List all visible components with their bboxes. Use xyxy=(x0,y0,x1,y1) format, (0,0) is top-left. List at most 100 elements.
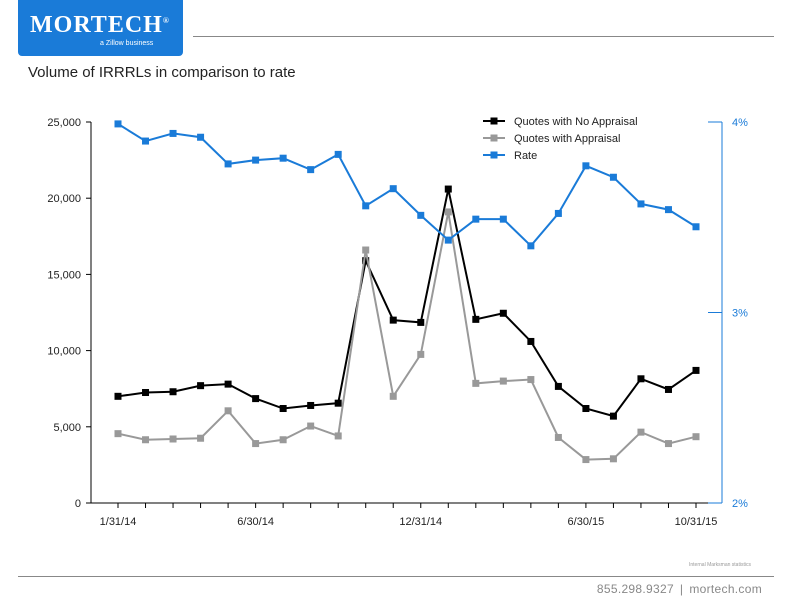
data-point-rate xyxy=(169,129,177,137)
data-point-quotes-with-appraisal xyxy=(472,379,480,387)
data-point-quotes-with-appraisal xyxy=(334,432,342,440)
x-tick-label: 6/30/15 xyxy=(568,516,605,528)
y-right-tick-label: 3% xyxy=(732,308,748,320)
data-point-quotes-with-no-appraisal xyxy=(197,382,205,390)
data-point-quotes-with-appraisal xyxy=(389,392,397,400)
series-line-rate xyxy=(117,123,697,248)
logo-tagline: a Zillow business xyxy=(100,40,154,47)
data-point-quotes-with-no-appraisal xyxy=(527,337,535,345)
data-point-quotes-with-appraisal xyxy=(692,433,700,441)
data-point-quotes-with-no-appraisal xyxy=(169,388,177,396)
footer-contact: 855.298.9327 | mortech.com xyxy=(597,582,762,596)
data-point-quotes-with-no-appraisal xyxy=(389,316,397,324)
x-tick-label: 12/31/14 xyxy=(399,516,442,528)
data-point-quotes-with-appraisal xyxy=(554,433,562,441)
y-left-tick-label: 5,000 xyxy=(53,422,81,434)
y-right-tick-label: 4% xyxy=(732,117,748,129)
data-point-quotes-with-no-appraisal xyxy=(637,375,645,383)
data-point-quotes-with-no-appraisal xyxy=(362,257,370,265)
series-line-quotes-with-no-appraisal xyxy=(117,188,697,418)
legend-marker xyxy=(490,134,498,142)
x-tick-label: 1/31/14 xyxy=(100,516,137,528)
data-point-rate xyxy=(664,206,672,214)
data-point-rate xyxy=(582,162,590,170)
data-point-rate xyxy=(307,166,315,174)
data-point-rate xyxy=(609,173,617,181)
y-left-tick-label: 10,000 xyxy=(47,346,81,358)
data-point-rate xyxy=(389,185,397,193)
series-line-quotes-with-appraisal xyxy=(117,211,697,461)
data-point-rate xyxy=(252,156,260,164)
y-left-tick-label: 20,000 xyxy=(47,193,81,205)
y-left-tick-label: 0 xyxy=(75,498,81,510)
data-point-rate xyxy=(527,242,535,250)
data-point-rate xyxy=(472,215,480,223)
data-point-quotes-with-no-appraisal xyxy=(582,405,590,413)
data-point-rate xyxy=(334,150,342,158)
data-point-quotes-with-appraisal xyxy=(527,376,535,384)
data-point-quotes-with-appraisal xyxy=(582,456,590,464)
logo-wordmark: MORTECH® xyxy=(30,12,170,38)
data-point-quotes-with-no-appraisal xyxy=(609,412,617,420)
data-point-rate xyxy=(692,223,700,231)
chart-title: Volume of IRRRLs in comparison to rate xyxy=(28,64,296,81)
data-point-quotes-with-no-appraisal xyxy=(692,366,700,374)
data-point-quotes-with-no-appraisal xyxy=(664,385,672,393)
data-point-quotes-with-appraisal xyxy=(609,455,617,463)
data-point-quotes-with-appraisal xyxy=(114,430,122,438)
y-left-tick-label: 25,000 xyxy=(47,117,81,129)
data-point-quotes-with-no-appraisal xyxy=(279,405,287,413)
data-point-rate xyxy=(417,211,425,219)
data-point-rate xyxy=(224,160,232,168)
data-point-quotes-with-appraisal xyxy=(499,377,507,385)
data-point-rate xyxy=(499,215,507,223)
x-tick-label: 10/31/15 xyxy=(675,516,718,528)
footer-divider xyxy=(18,576,774,577)
header-divider xyxy=(193,36,774,37)
data-point-quotes-with-appraisal xyxy=(417,350,425,358)
legend-label: Quotes with Appraisal xyxy=(514,133,620,145)
data-point-quotes-with-appraisal xyxy=(362,246,370,254)
y-right-tick-label: 2% xyxy=(732,498,748,510)
data-point-quotes-with-appraisal xyxy=(664,440,672,448)
data-point-quotes-with-no-appraisal xyxy=(142,389,150,397)
data-point-quotes-with-appraisal xyxy=(279,436,287,444)
data-point-quotes-with-appraisal xyxy=(252,440,260,448)
legend-marker xyxy=(490,151,498,159)
data-point-quotes-with-no-appraisal xyxy=(472,315,480,323)
legend-marker xyxy=(490,117,498,125)
data-point-rate xyxy=(114,120,122,128)
footer-phone: 855.298.9327 xyxy=(596,582,674,596)
data-point-quotes-with-no-appraisal xyxy=(554,382,562,390)
data-point-rate xyxy=(362,202,370,210)
data-point-quotes-with-no-appraisal xyxy=(252,395,260,403)
data-point-rate xyxy=(444,236,452,244)
x-tick-label: 6/30/14 xyxy=(237,516,274,528)
data-point-quotes-with-no-appraisal xyxy=(417,318,425,326)
footer-separator: | xyxy=(679,582,684,596)
legend-label: Quotes with No Appraisal xyxy=(514,116,638,128)
data-point-quotes-with-appraisal xyxy=(142,436,150,444)
footer-website[interactable]: mortech.com xyxy=(689,582,762,596)
data-point-quotes-with-appraisal xyxy=(444,208,452,216)
data-point-quotes-with-no-appraisal xyxy=(307,401,315,409)
data-point-rate xyxy=(142,137,150,145)
data-point-quotes-with-appraisal xyxy=(637,428,645,436)
data-point-rate xyxy=(197,133,205,141)
data-point-quotes-with-appraisal xyxy=(307,422,315,430)
data-point-quotes-with-no-appraisal xyxy=(224,380,232,388)
data-point-quotes-with-appraisal xyxy=(224,407,232,415)
data-point-rate xyxy=(637,200,645,208)
y-left-tick-label: 15,000 xyxy=(47,269,81,281)
data-point-quotes-with-appraisal xyxy=(169,435,177,443)
data-point-quotes-with-appraisal xyxy=(197,434,205,442)
source-note: Internal Marksman statistics xyxy=(689,562,751,568)
data-point-quotes-with-no-appraisal xyxy=(334,399,342,407)
data-point-quotes-with-no-appraisal xyxy=(444,185,452,193)
data-point-quotes-with-no-appraisal xyxy=(114,392,122,400)
legend-label: Rate xyxy=(514,150,537,162)
data-point-rate xyxy=(554,209,562,217)
data-point-rate xyxy=(279,154,287,162)
data-point-quotes-with-no-appraisal xyxy=(499,309,507,317)
